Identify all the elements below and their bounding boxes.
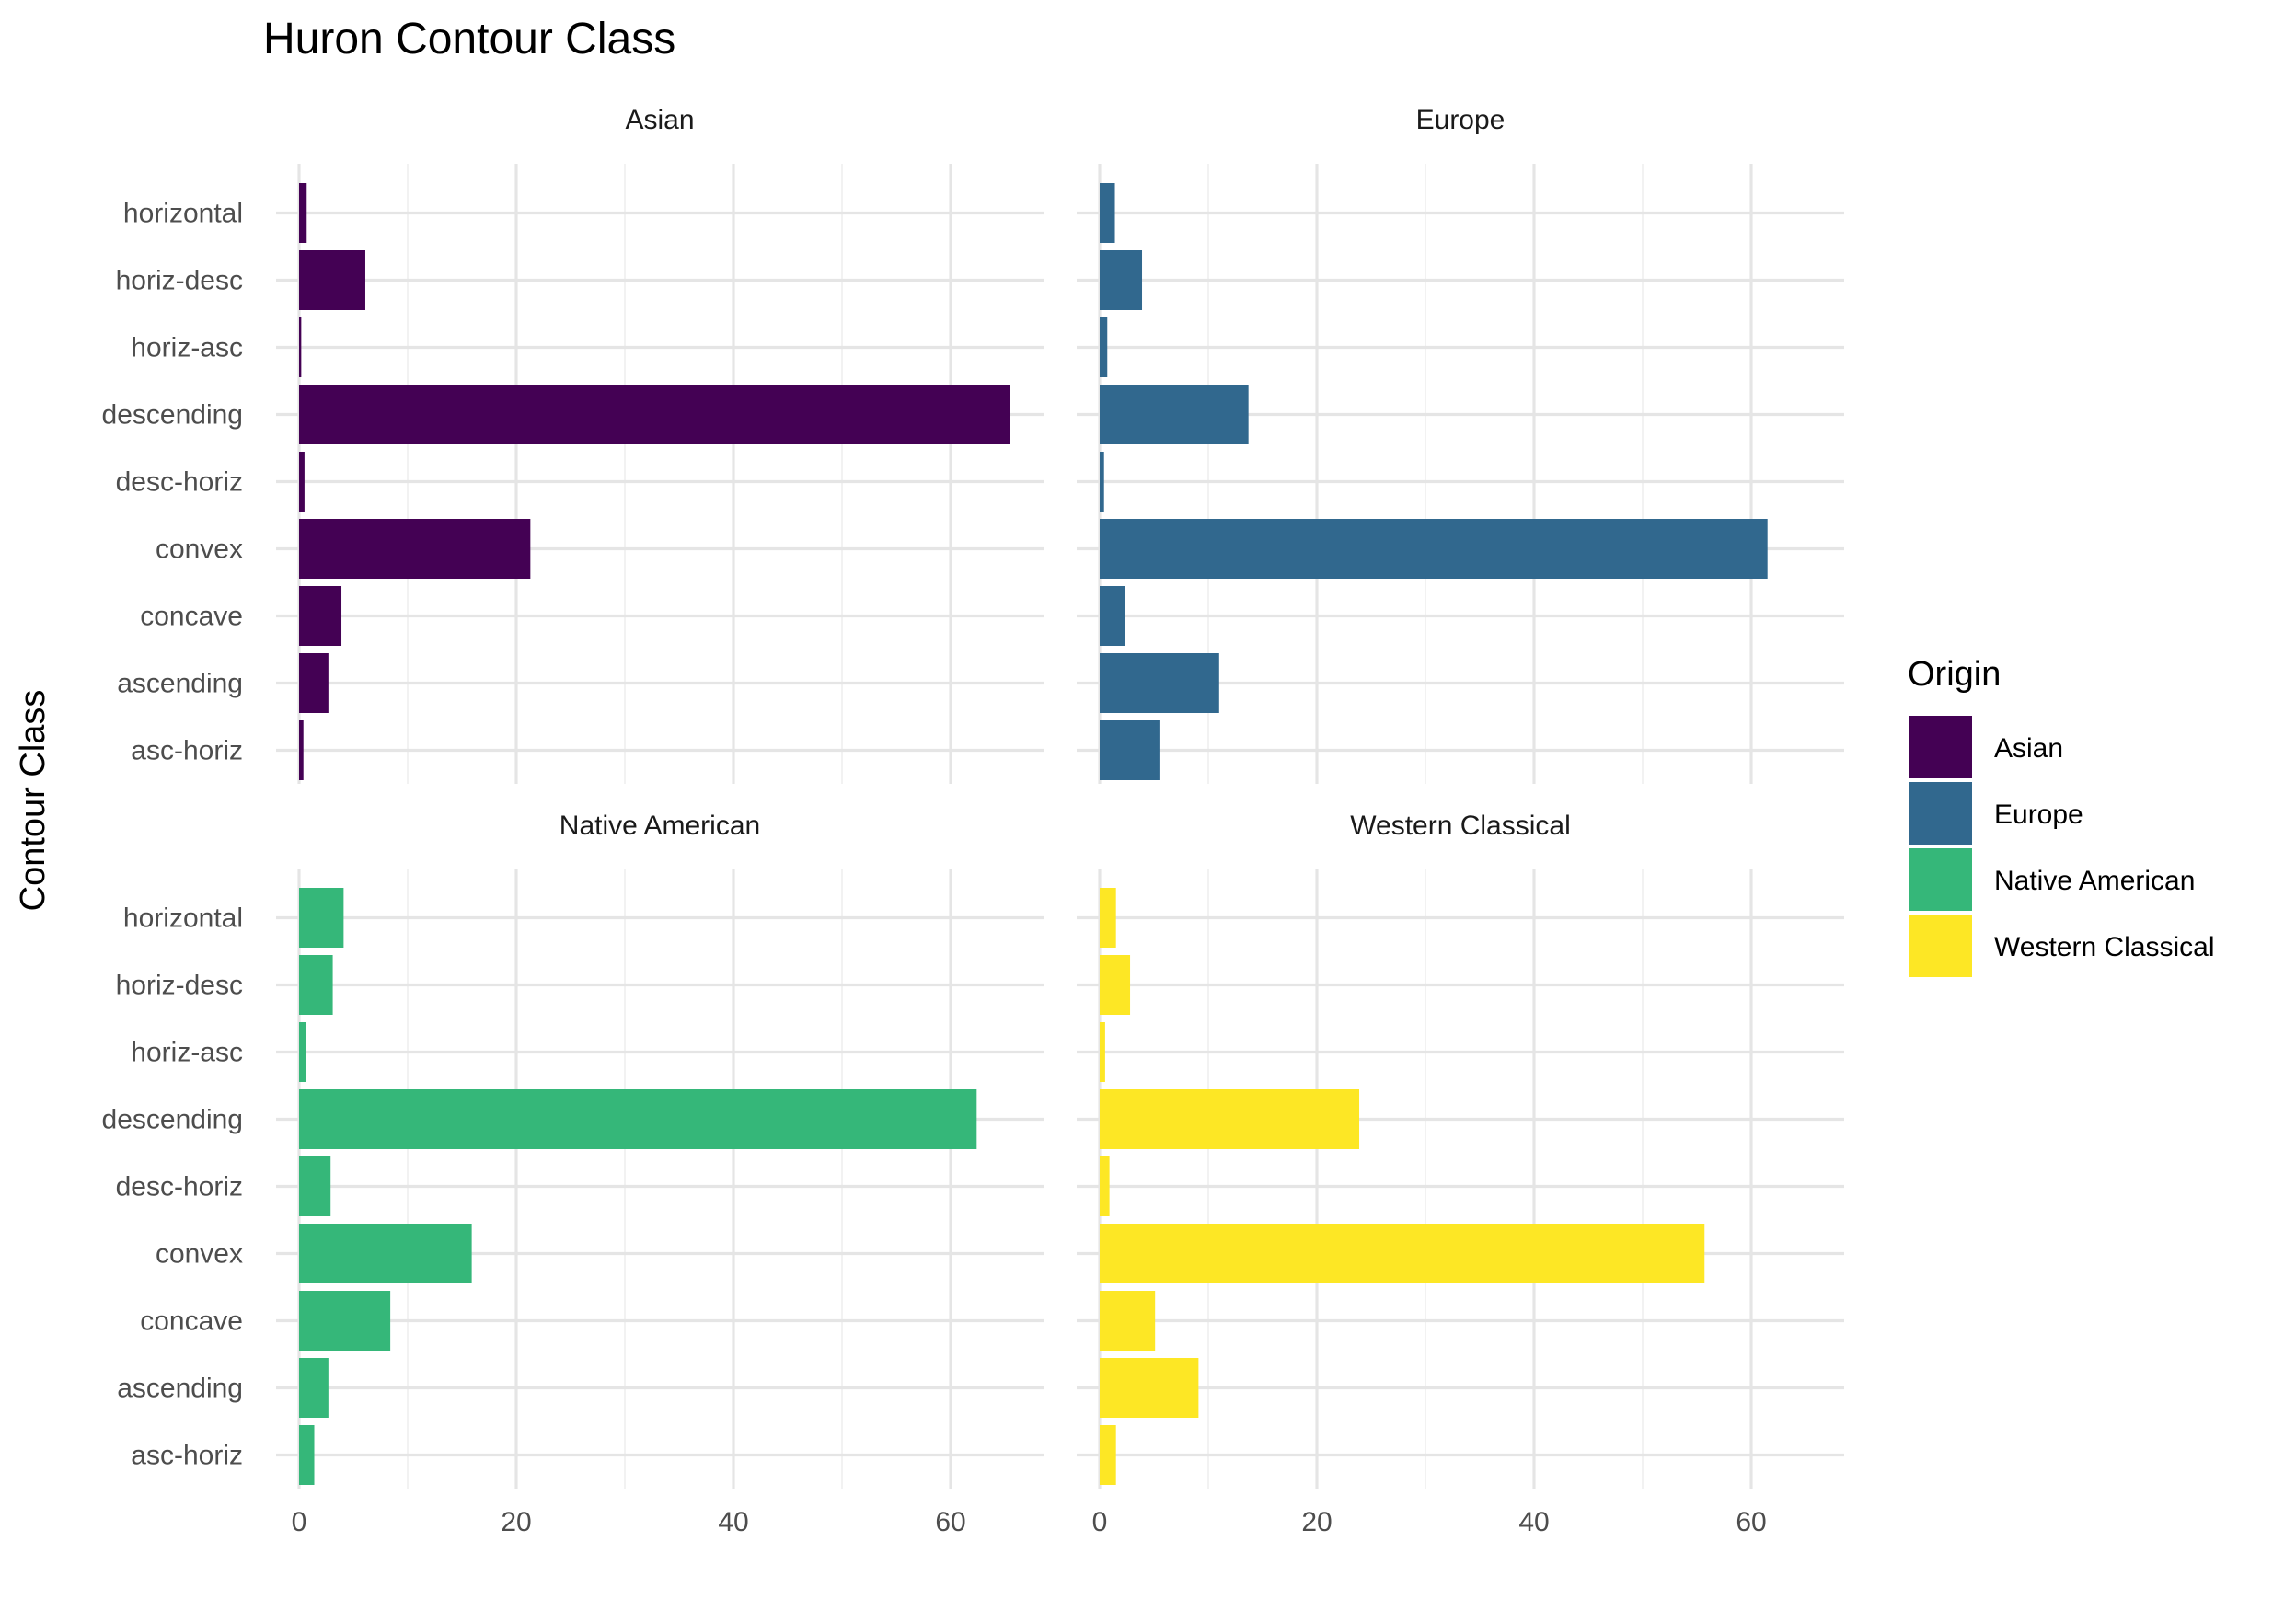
chart-title: Huron Contour Class: [263, 15, 675, 63]
bar: [299, 1156, 331, 1216]
x-tick-label: 60: [1736, 1507, 1766, 1537]
bar: [1100, 1425, 1116, 1485]
bar: [299, 955, 333, 1015]
legend-key: [1909, 782, 1972, 845]
bar: [299, 519, 531, 579]
bar: [1100, 955, 1131, 1015]
bar: [1100, 1291, 1156, 1351]
legend-key: [1909, 848, 1972, 911]
y-axis-title: Contour Class: [14, 690, 52, 912]
y-tick-label: horiz-asc: [131, 333, 243, 363]
bar: [1100, 586, 1125, 646]
y-tick-label: asc-horiz: [131, 736, 243, 766]
bar: [1100, 452, 1104, 512]
facet-panel: Europe: [1077, 105, 1844, 784]
y-tick-label: descending: [102, 400, 243, 431]
legend: Origin Asian Europe Native American Western…: [1908, 655, 2215, 977]
x-tick-label: 40: [1518, 1507, 1549, 1537]
bar: [299, 250, 365, 310]
x-tick-label: 60: [935, 1507, 965, 1537]
bar: [299, 1089, 977, 1149]
y-tick-label: concave: [140, 602, 243, 632]
x-tick-label: 0: [1092, 1507, 1108, 1537]
bar: [1100, 250, 1143, 310]
bar: [299, 888, 344, 948]
bar: [1100, 519, 1768, 579]
y-tick-label: horizontal: [123, 199, 243, 229]
y-tick-label: convex: [156, 535, 243, 565]
y-tick-label: asc-horiz: [131, 1441, 243, 1471]
bar: [1100, 1022, 1105, 1082]
bar: [299, 1358, 329, 1418]
x-tick-label: 20: [501, 1507, 531, 1537]
legend-key: [1909, 716, 1972, 778]
facet-strip-label: Western Classical: [1350, 811, 1571, 841]
bar: [1100, 183, 1115, 243]
y-tick-label: horiz-asc: [131, 1038, 243, 1068]
y-tick-label: descending: [102, 1105, 243, 1135]
bar: [299, 720, 304, 780]
bar: [1100, 385, 1249, 444]
legend-label: Native American: [1994, 866, 2195, 896]
bar: [1100, 720, 1160, 780]
bar: [299, 1022, 306, 1082]
legend-title: Origin: [1908, 655, 2001, 694]
bar: [1100, 1156, 1110, 1216]
bar: [299, 1291, 391, 1351]
x-tick-label: 0: [292, 1507, 307, 1537]
legend-label: Western Classical: [1994, 932, 2215, 962]
facet-strip-label: Asian: [625, 105, 694, 135]
facet-panel: Asian asc-horiz ascending concave convex desc…: [102, 105, 1044, 784]
facet-panel: Western Classical 0 20 40 60: [1077, 811, 1844, 1537]
y-tick-label: horizontal: [123, 903, 243, 934]
legend-label: Asian: [1994, 733, 2063, 764]
bar: [299, 317, 302, 377]
x-tick-label: 40: [718, 1507, 748, 1537]
bar: [1100, 317, 1108, 377]
facet-panel: Native American asc-horiz ascending concave…: [102, 811, 1044, 1537]
legend-label: Europe: [1994, 800, 2083, 830]
bar: [299, 653, 329, 713]
x-tick-label: 20: [1301, 1507, 1332, 1537]
facet-strip-label: Native American: [560, 811, 760, 841]
bar: [1100, 1089, 1360, 1149]
bar: [1100, 1224, 1705, 1283]
bar: [299, 385, 1010, 444]
bar: [299, 183, 307, 243]
y-tick-label: ascending: [117, 1374, 243, 1404]
bar: [1100, 1358, 1199, 1418]
y-tick-label: ascending: [117, 669, 243, 699]
y-tick-label: concave: [140, 1306, 243, 1337]
bar: [299, 586, 342, 646]
bar: [299, 452, 305, 512]
facet-strip-label: Europe: [1416, 105, 1506, 135]
bar: [1100, 888, 1116, 948]
bar: [299, 1425, 315, 1485]
y-tick-label: convex: [156, 1239, 243, 1270]
y-tick-label: horiz-desc: [116, 971, 243, 1001]
y-tick-label: desc-horiz: [116, 467, 243, 498]
legend-key: [1909, 915, 1972, 977]
bar: [1100, 653, 1219, 713]
bar: [299, 1224, 472, 1283]
y-tick-label: horiz-desc: [116, 266, 243, 296]
y-tick-label: desc-horiz: [116, 1172, 243, 1202]
